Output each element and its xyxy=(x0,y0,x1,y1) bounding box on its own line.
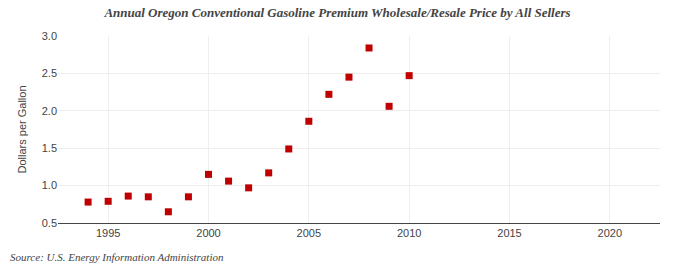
svg-text:Source: U.S. Energy Informatio: Source: U.S. Energy Information Administ… xyxy=(10,251,224,263)
svg-text:2.5: 2.5 xyxy=(42,67,57,79)
svg-text:1995: 1995 xyxy=(96,227,120,239)
svg-text:2.0: 2.0 xyxy=(42,105,57,117)
svg-text:2015: 2015 xyxy=(497,227,521,239)
svg-text:2005: 2005 xyxy=(297,227,321,239)
svg-text:3.0: 3.0 xyxy=(42,30,57,42)
svg-text:2010: 2010 xyxy=(397,227,421,239)
svg-text:Dollars per Gallon: Dollars per Gallon xyxy=(16,85,28,173)
svg-text:1.0: 1.0 xyxy=(42,179,57,191)
svg-text:Annual Oregon Conventional Gas: Annual Oregon Conventional Gasoline Prem… xyxy=(103,5,570,20)
svg-text:0.5: 0.5 xyxy=(42,217,57,229)
svg-text:1.5: 1.5 xyxy=(42,142,57,154)
svg-text:2000: 2000 xyxy=(196,227,220,239)
svg-text:2020: 2020 xyxy=(598,227,622,239)
